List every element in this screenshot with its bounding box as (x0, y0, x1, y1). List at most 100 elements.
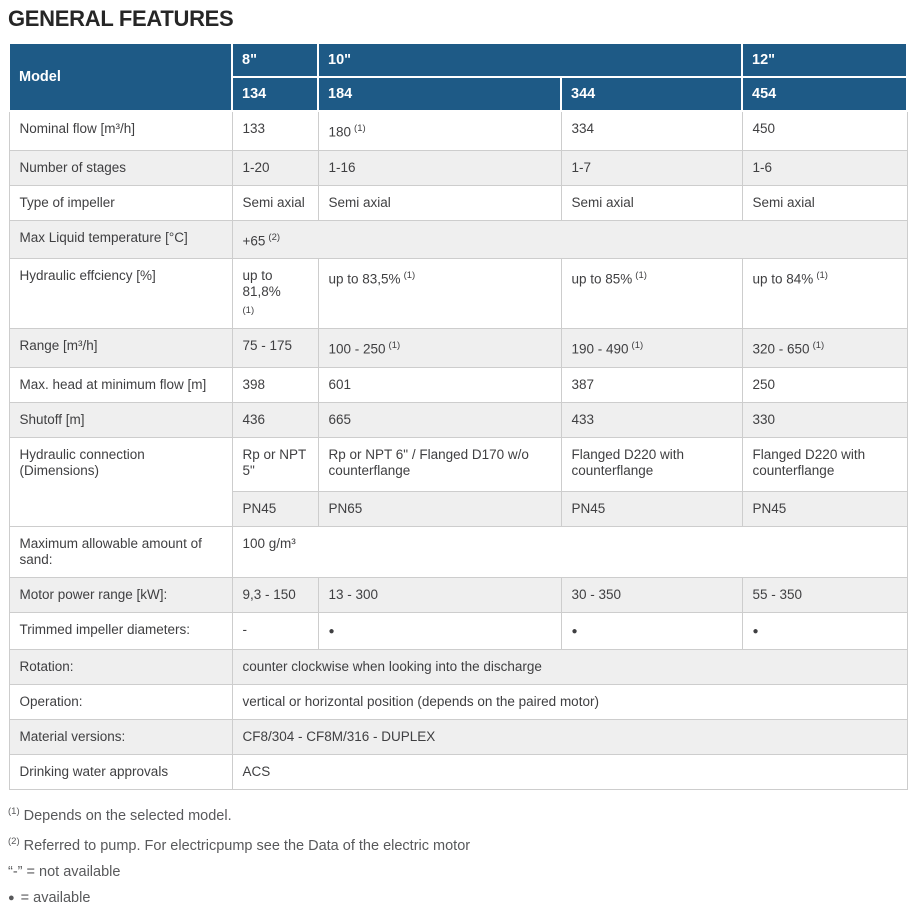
header-model-344: 344 (561, 77, 742, 111)
row-rotation: Rotation: counter clockwise when looking… (9, 649, 907, 684)
cell-value: CF8/304 - CF8M/316 - DUPLEX (243, 729, 436, 744)
cell-454: Semi axial (742, 185, 907, 220)
cell-value: PN65 (329, 501, 363, 516)
row-range: Range [m³/h] 75 - 175 100 - 250(1) 190 -… (9, 329, 907, 368)
cell-454: PN45 (742, 491, 907, 526)
cell-value: 334 (572, 121, 595, 136)
cell-454: 55 - 350 (742, 577, 907, 612)
cell-value: Flanged D220 with counterflange (572, 447, 685, 478)
page-title: GENERAL FEATURES (8, 6, 911, 32)
header-model-label: Model (9, 43, 232, 111)
footnote-marker: (1) (243, 303, 308, 319)
cell-184: Rp or NPT 6" / Flanged D170 w/o counterf… (318, 437, 561, 491)
cell-all-models: CF8/304 - CF8M/316 - DUPLEX (232, 719, 907, 754)
footnote-bullet-legend: ●= available (8, 889, 911, 908)
cell-value: 190 - 490 (572, 342, 629, 357)
row-label: Hydraulic connection (Dimensions) (9, 437, 232, 526)
row-label: Type of impeller (9, 185, 232, 220)
cell-value: Semi axial (572, 195, 634, 210)
row-trimmed-impeller: Trimmed impeller diameters: - ● ● ● (9, 612, 907, 649)
footnotes: (1)Depends on the selected model. (2)Ref… (8, 802, 911, 908)
row-motor-power-range: Motor power range [kW]: 9,3 - 150 13 - 3… (9, 577, 907, 612)
cell-184: 665 (318, 402, 561, 437)
cell-value: 9,3 - 150 (243, 587, 296, 602)
cell-184: PN65 (318, 491, 561, 526)
cell-all-models: vertical or horizontal position (depends… (232, 684, 907, 719)
cell-value: PN45 (572, 501, 606, 516)
cell-134: 436 (232, 402, 318, 437)
footnote-dash-legend: “-” = not available (8, 863, 911, 882)
footnote-2: (2)Referred to pump. For electricpump se… (8, 832, 911, 856)
cell-454: 450 (742, 111, 907, 150)
row-max-head: Max. head at minimum flow [m] 398 601 38… (9, 367, 907, 402)
row-label: Motor power range [kW]: (9, 577, 232, 612)
cell-344: ● (561, 612, 742, 649)
cell-344: Semi axial (561, 185, 742, 220)
row-label: Trimmed impeller diameters: (9, 612, 232, 649)
header-size-8in: 8" (232, 43, 318, 77)
available-dot-icon: ● (572, 626, 578, 637)
header-size-10in: 10" (318, 43, 742, 77)
cell-value: up to 85% (572, 272, 633, 287)
cell-value: 601 (329, 377, 352, 392)
header-model-134: 134 (232, 77, 318, 111)
available-dot-icon: ● (329, 626, 335, 637)
cell-344: Flanged D220 with counterflange (561, 437, 742, 491)
footnote-marker: (1) (389, 340, 401, 351)
row-label: Rotation: (9, 649, 232, 684)
cell-value: 133 (243, 121, 266, 136)
row-max-liquid-temperature: Max Liquid temperature [°C] +65(2) (9, 220, 907, 259)
cell-134: 1-20 (232, 150, 318, 185)
cell-value: 13 - 300 (329, 587, 379, 602)
footnote-marker: (1) (635, 270, 647, 281)
row-label: Maximum allowable amount of sand: (9, 526, 232, 577)
cell-344: 1-7 (561, 150, 742, 185)
not-available-dash: - (243, 622, 248, 637)
cell-value: Rp or NPT 5" (243, 447, 307, 478)
cell-134: 398 (232, 367, 318, 402)
cell-344: 334 (561, 111, 742, 150)
cell-value: 30 - 350 (572, 587, 622, 602)
cell-value: 75 - 175 (243, 338, 293, 353)
cell-value: up to 83,5% (329, 272, 401, 287)
cell-value: Flanged D220 with counterflange (753, 447, 866, 478)
footnote-marker: (1) (813, 340, 825, 351)
row-label: Material versions: (9, 719, 232, 754)
cell-454: 1-6 (742, 150, 907, 185)
table-header: Model 8" 10" 12" 134 184 344 454 (9, 43, 907, 111)
row-label: Nominal flow [m³/h] (9, 111, 232, 150)
header-size-row: Model 8" 10" 12" (9, 43, 907, 77)
cell-value: 1-6 (753, 160, 773, 175)
cell-134: up to 81,8%(1) (232, 259, 318, 329)
footnote-text: = available (21, 890, 91, 906)
cell-value: 330 (753, 412, 776, 427)
cell-454: 250 (742, 367, 907, 402)
cell-value: 450 (753, 121, 776, 136)
row-drinking-water-approvals: Drinking water approvals ACS (9, 754, 907, 789)
cell-134: Semi axial (232, 185, 318, 220)
footnote-marker: (1) (8, 806, 20, 817)
cell-184: up to 83,5%(1) (318, 259, 561, 329)
cell-134: - (232, 612, 318, 649)
cell-value: vertical or horizontal position (depends… (243, 694, 599, 709)
header-size-12in: 12" (742, 43, 907, 77)
cell-344: 433 (561, 402, 742, 437)
cell-344: 190 - 490(1) (561, 329, 742, 368)
cell-value: Semi axial (329, 195, 391, 210)
cell-value: counter clockwise when looking into the … (243, 659, 542, 674)
cell-344: 30 - 350 (561, 577, 742, 612)
footnote-text: “-” = not available (8, 864, 120, 880)
cell-value: 100 - 250 (329, 342, 386, 357)
footnote-marker: (2) (268, 232, 280, 243)
row-operation: Operation: vertical or horizontal positi… (9, 684, 907, 719)
cell-344: PN45 (561, 491, 742, 526)
cell-454: 330 (742, 402, 907, 437)
cell-value: PN45 (753, 501, 787, 516)
cell-184: 100 - 250(1) (318, 329, 561, 368)
footnote-marker: (2) (8, 836, 20, 847)
cell-value: 180 (329, 125, 352, 140)
row-label: Number of stages (9, 150, 232, 185)
cell-value: 665 (329, 412, 352, 427)
cell-value: 55 - 350 (753, 587, 803, 602)
